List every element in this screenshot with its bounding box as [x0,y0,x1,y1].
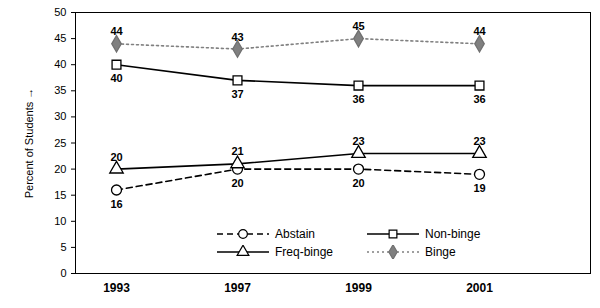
svg-text:40: 40 [110,72,122,84]
svg-text:1999: 1999 [345,281,372,295]
svg-text:20: 20 [54,163,66,175]
html-text:Freq-binge: Freq-binge [275,245,333,259]
svg-text:23: 23 [352,135,364,147]
svg-text:36: 36 [473,93,485,105]
svg-text:16: 16 [110,198,122,210]
svg-text:20: 20 [110,151,122,163]
html-text:Abstain: Abstain [275,227,315,241]
svg-text:37: 37 [231,88,243,100]
svg-text:25: 25 [54,137,66,149]
svg-text:50: 50 [54,6,66,18]
svg-text:21: 21 [231,145,243,157]
svg-text:15: 15 [54,189,66,201]
svg-text:36: 36 [352,93,364,105]
svg-text:2001: 2001 [466,281,493,295]
svg-text:23: 23 [473,135,485,147]
svg-text:45: 45 [352,20,364,32]
html-text:Binge: Binge [425,245,456,259]
svg-text:1993: 1993 [103,281,130,295]
svg-text:19: 19 [473,182,485,194]
svg-text:30: 30 [54,110,66,122]
svg-text:44: 44 [110,25,123,37]
svg-text:44: 44 [473,25,486,37]
svg-text:20: 20 [352,177,364,189]
svg-text:20: 20 [231,177,243,189]
svg-text:5: 5 [60,241,66,253]
svg-text:35: 35 [54,84,66,96]
svg-text:0: 0 [60,267,66,279]
svg-text:10: 10 [54,215,66,227]
html-text:Non-binge: Non-binge [425,227,481,241]
svg-text:40: 40 [54,58,66,70]
svg-text:43: 43 [231,31,243,43]
svg-text:45: 45 [54,32,66,44]
svg-text:Percent of Students →: Percent of Students → [23,88,35,199]
svg-text:1997: 1997 [224,281,251,295]
